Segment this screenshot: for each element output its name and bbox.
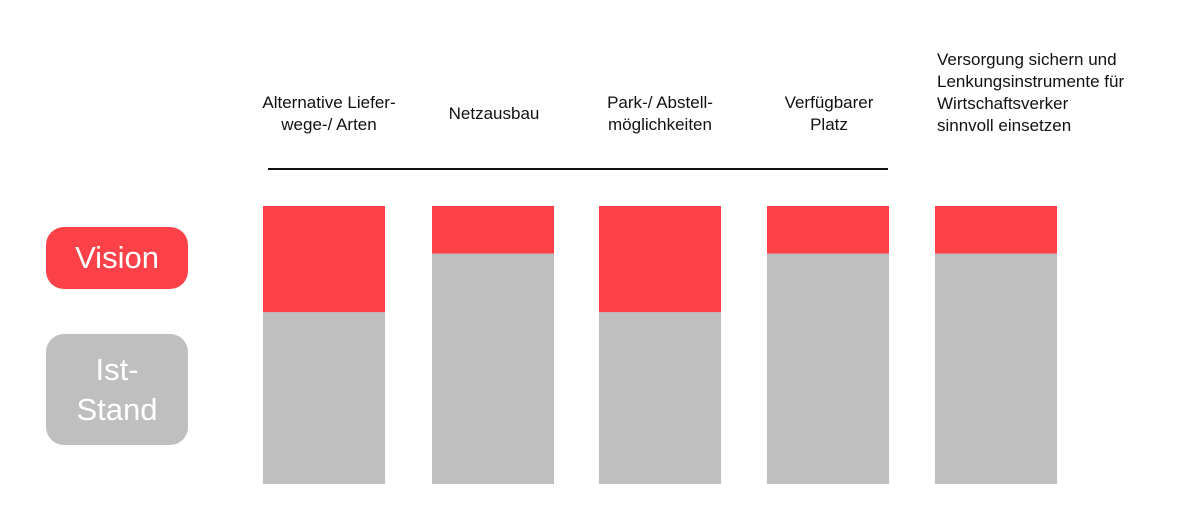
bar-vision-5 (935, 206, 1057, 254)
legend-vision-label: Vision (75, 240, 159, 275)
category-label-park-abstellmoeglichkeiten: Park-/ Abstell- möglichkeiten (607, 93, 713, 134)
legend-ist-stand-label: Ist- Stand (76, 351, 158, 427)
category-label-netzausbau: Netzausbau (448, 104, 540, 123)
bar-vision-3 (599, 206, 721, 313)
legend-vision: Vision (46, 227, 188, 289)
bar-ist-stand-3 (599, 312, 721, 484)
legend-ist-stand: Ist- Stand (46, 334, 188, 445)
bar-ist-stand-1 (263, 312, 385, 484)
bar-vision-4 (767, 206, 889, 254)
category-label-alternative-lieferwege: Alternative Liefer- wege-/ Arten (262, 93, 396, 134)
bar-vision-2 (432, 206, 554, 254)
category-label-verfuegbarer-platz: Verfügbarer Platz (784, 93, 874, 134)
bar-ist-stand-5 (935, 253, 1057, 484)
header-divider (268, 168, 888, 170)
bars-group (263, 206, 1057, 484)
bar-ist-stand-4 (767, 253, 889, 484)
bar-ist-stand-2 (432, 253, 554, 484)
bar-vision-1 (263, 206, 385, 313)
category-label-versorgung-sichern: Versorgung sichern und Lenkungsinstrumen… (937, 50, 1125, 135)
